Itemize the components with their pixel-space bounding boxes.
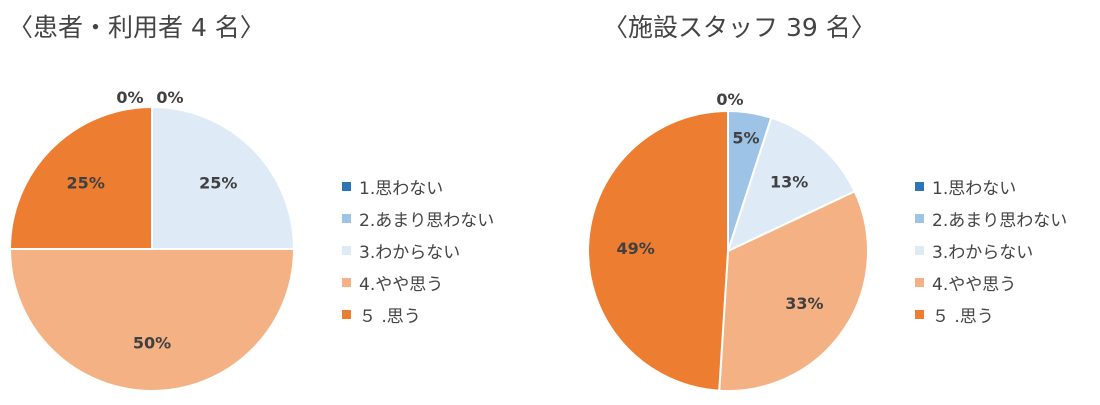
pie-slice bbox=[718, 190, 869, 392]
slice-data-label: 13% bbox=[770, 173, 808, 192]
slice-data-label: 0% bbox=[156, 88, 183, 107]
legend-item: 4.やや思う bbox=[342, 266, 494, 298]
slice-data-label: 5% bbox=[732, 129, 759, 148]
legend-label: 1.思わない bbox=[932, 178, 1017, 199]
legend-swatch bbox=[915, 181, 924, 191]
pie-slice bbox=[726, 116, 857, 253]
slice-data-label: 0% bbox=[116, 88, 143, 107]
pie-slice bbox=[151, 105, 296, 250]
pie-slice bbox=[8, 105, 153, 250]
legend-item: ５ .思う bbox=[342, 298, 494, 330]
legend-staff: 1.思わない 2.あまり思わない 3.わからない 4.やや思う ５ .思う bbox=[915, 170, 1067, 330]
legend-item: 3.わからない bbox=[915, 234, 1067, 266]
chart-title-patients: 〈患者・利用者 4 名〉 bbox=[8, 13, 265, 42]
legend-item: 2.あまり思わない bbox=[915, 202, 1067, 234]
legend-label: ５ .思う bbox=[359, 306, 421, 327]
legend-label: 2.あまり思わない bbox=[932, 210, 1068, 231]
legend-swatch bbox=[915, 277, 924, 287]
legend-item: 1.思わない bbox=[342, 170, 494, 202]
legend-swatch bbox=[915, 309, 924, 319]
legend-item: 1.思わない bbox=[915, 170, 1067, 202]
legend-swatch bbox=[342, 213, 351, 223]
legend-swatch bbox=[342, 277, 351, 287]
legend-label: 3.わからない bbox=[359, 242, 461, 263]
legend-patients: 1.思わない 2.あまり思わない 3.わからない 4.やや思う ５ .思う bbox=[342, 170, 494, 330]
slice-data-label: 33% bbox=[785, 294, 823, 313]
chart-title-staff: 〈施設スタッフ 39 名〉 bbox=[603, 13, 876, 42]
legend-item: 2.あまり思わない bbox=[342, 202, 494, 234]
legend-label: ５ .思う bbox=[932, 306, 994, 327]
slice-data-label: 50% bbox=[133, 334, 171, 353]
slice-data-label: 25% bbox=[67, 174, 105, 193]
legend-item: 4.やや思う bbox=[915, 266, 1067, 298]
slice-data-label: 25% bbox=[199, 174, 237, 193]
legend-swatch bbox=[915, 213, 924, 223]
legend-label: 4.やや思う bbox=[359, 274, 444, 295]
slice-data-label: 0% bbox=[716, 90, 743, 109]
legend-swatch bbox=[915, 245, 924, 255]
legend-swatch bbox=[342, 309, 351, 319]
legend-label: 2.あまり思わない bbox=[359, 210, 495, 231]
legend-swatch bbox=[342, 181, 351, 191]
legend-item: 3.わからない bbox=[342, 234, 494, 266]
slice-data-label: 49% bbox=[616, 239, 654, 258]
legend-item: ５ .思う bbox=[915, 298, 1067, 330]
pie-slice bbox=[8, 248, 296, 392]
legend-label: 1.思わない bbox=[359, 178, 444, 199]
legend-swatch bbox=[342, 245, 351, 255]
legend-label: 3.わからない bbox=[932, 242, 1034, 263]
legend-label: 4.やや思う bbox=[932, 274, 1017, 295]
pie-slice bbox=[587, 109, 729, 392]
